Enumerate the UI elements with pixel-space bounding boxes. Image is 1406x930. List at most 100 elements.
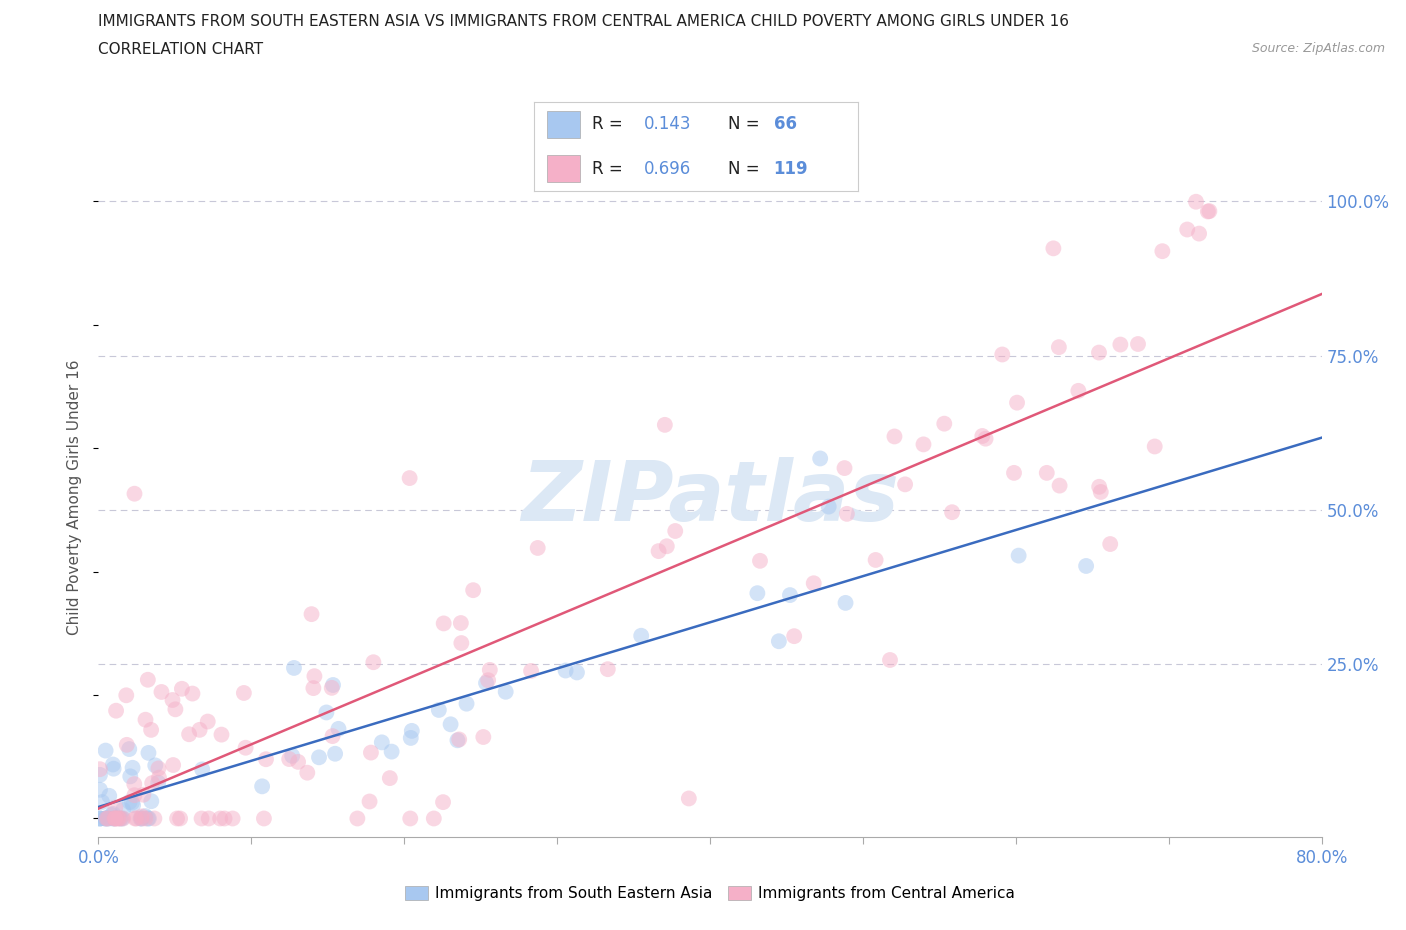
Point xyxy=(250,779,273,794)
Point xyxy=(450,616,472,631)
Point xyxy=(221,811,243,826)
Point xyxy=(97,811,120,826)
Point xyxy=(1090,485,1112,499)
Point xyxy=(678,791,700,806)
Point xyxy=(94,811,117,826)
Point xyxy=(1036,465,1059,480)
Point xyxy=(101,806,124,821)
Point xyxy=(934,417,956,432)
Point xyxy=(104,811,127,826)
Point xyxy=(115,737,138,752)
Point xyxy=(166,811,188,826)
Point xyxy=(124,486,146,501)
Point xyxy=(322,729,344,744)
Point xyxy=(423,811,446,826)
Point xyxy=(654,418,676,432)
Point xyxy=(101,811,124,826)
Point xyxy=(134,712,156,727)
Point xyxy=(883,429,905,444)
Point xyxy=(100,807,122,822)
Point xyxy=(655,538,678,553)
Point xyxy=(132,788,155,803)
Point xyxy=(381,744,404,759)
Point xyxy=(371,735,394,750)
Point xyxy=(131,811,153,826)
Point xyxy=(808,451,831,466)
Point xyxy=(865,552,887,567)
Point xyxy=(101,757,124,772)
Point xyxy=(165,702,187,717)
Point xyxy=(1088,345,1111,360)
Point xyxy=(177,727,200,742)
Point xyxy=(110,811,132,826)
Point xyxy=(834,595,856,610)
Point xyxy=(118,794,141,809)
Point xyxy=(359,794,381,809)
Point xyxy=(446,733,468,748)
Point xyxy=(103,811,125,826)
Text: IMMIGRANTS FROM SOUTH EASTERN ASIA VS IMMIGRANTS FROM CENTRAL AMERICA CHILD POVE: IMMIGRANTS FROM SOUTH EASTERN ASIA VS IM… xyxy=(98,14,1070,29)
Point xyxy=(1188,226,1211,241)
Point xyxy=(1005,395,1028,410)
Point xyxy=(834,460,856,475)
Point xyxy=(321,681,343,696)
Point xyxy=(89,782,111,797)
Point xyxy=(94,743,117,758)
Point xyxy=(104,800,127,815)
Point xyxy=(432,795,454,810)
Point xyxy=(283,660,305,675)
Text: 0.143: 0.143 xyxy=(644,115,692,133)
Point xyxy=(879,653,901,668)
Point xyxy=(315,705,337,720)
Point xyxy=(401,724,423,738)
Point xyxy=(817,499,839,514)
Point xyxy=(115,688,138,703)
Point xyxy=(124,777,146,791)
Text: N =: N = xyxy=(728,160,765,178)
Text: 0.696: 0.696 xyxy=(644,160,692,178)
Point xyxy=(94,811,117,826)
Point xyxy=(191,762,214,777)
Point xyxy=(139,723,162,737)
Point xyxy=(89,811,111,826)
Point xyxy=(143,811,166,826)
Point xyxy=(169,811,191,826)
Point xyxy=(308,750,330,764)
Point xyxy=(138,811,160,826)
Point xyxy=(96,811,118,826)
Point xyxy=(136,811,159,826)
Point xyxy=(1126,337,1149,352)
Point xyxy=(131,811,153,826)
Text: 66: 66 xyxy=(773,115,797,133)
Point xyxy=(111,811,134,826)
Point xyxy=(96,811,118,826)
Point xyxy=(783,629,806,644)
Text: R =: R = xyxy=(592,115,628,133)
Point xyxy=(472,729,495,744)
Point xyxy=(894,477,917,492)
Point xyxy=(450,635,472,650)
Point xyxy=(98,789,121,804)
Point xyxy=(630,629,652,644)
Point xyxy=(89,762,111,777)
Point xyxy=(134,811,156,826)
Point xyxy=(209,811,232,826)
Point xyxy=(136,672,159,687)
Point xyxy=(197,714,219,729)
Point xyxy=(363,655,385,670)
Point xyxy=(148,761,170,776)
Point xyxy=(941,505,963,520)
Point xyxy=(188,723,211,737)
Point xyxy=(125,811,148,826)
Point xyxy=(346,811,368,826)
Point xyxy=(162,758,184,773)
Point xyxy=(526,540,548,555)
Point xyxy=(475,675,498,690)
Point xyxy=(779,588,801,603)
Point xyxy=(1185,194,1208,209)
Point xyxy=(254,751,277,766)
Point xyxy=(134,809,156,824)
Point xyxy=(991,347,1014,362)
Point xyxy=(129,811,152,826)
Point xyxy=(433,616,456,631)
